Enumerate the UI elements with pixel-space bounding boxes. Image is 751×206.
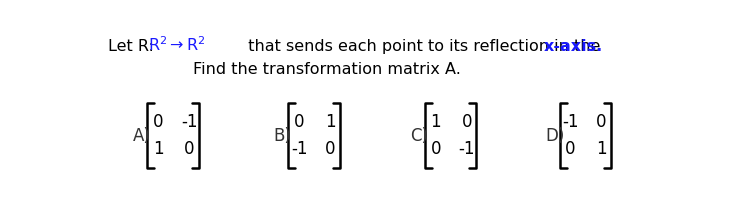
Text: 0: 0	[153, 113, 164, 131]
Text: that sends each point to its reflection in the: that sends each point to its reflection …	[238, 39, 605, 54]
Text: Let R:: Let R:	[108, 39, 164, 54]
Text: -1: -1	[458, 140, 475, 158]
Text: R$^2$$\rightarrow$R$^2$: R$^2$$\rightarrow$R$^2$	[148, 35, 206, 54]
Text: 0: 0	[461, 113, 472, 131]
Text: C): C)	[410, 127, 428, 145]
Text: -1: -1	[181, 113, 198, 131]
Text: A): A)	[133, 127, 150, 145]
Text: 1: 1	[325, 113, 336, 131]
Text: -1: -1	[291, 140, 307, 158]
Text: 1: 1	[153, 140, 164, 158]
Text: 1: 1	[596, 140, 607, 158]
Text: B): B)	[273, 127, 291, 145]
Text: 0: 0	[294, 113, 304, 131]
Text: 0: 0	[566, 140, 576, 158]
Text: -1: -1	[562, 113, 579, 131]
Text: 0: 0	[325, 140, 336, 158]
Text: 0: 0	[184, 140, 195, 158]
Text: D): D)	[545, 127, 564, 145]
Text: Find the transformation matrix A.: Find the transformation matrix A.	[193, 62, 461, 77]
Text: x-axis.: x-axis.	[544, 39, 602, 54]
Text: 0: 0	[596, 113, 607, 131]
Text: 1: 1	[430, 113, 441, 131]
Text: 0: 0	[430, 140, 441, 158]
